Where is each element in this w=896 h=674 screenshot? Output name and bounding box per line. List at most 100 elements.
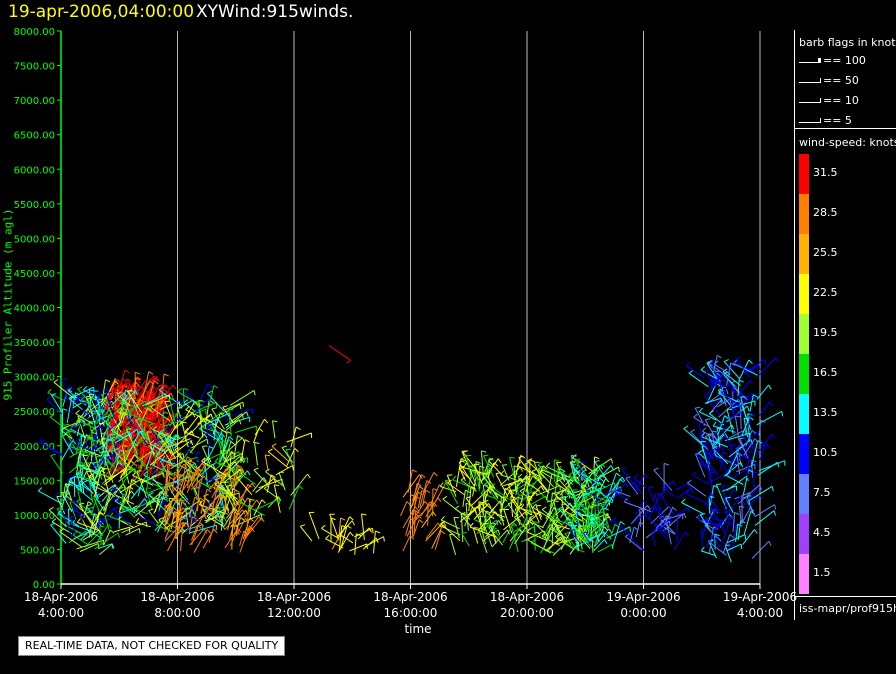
wind-barb bbox=[733, 358, 756, 373]
wind-barb bbox=[174, 430, 195, 449]
speed-bin-label: 25.5 bbox=[813, 246, 838, 259]
wind-barb bbox=[582, 522, 604, 545]
wind-barb bbox=[113, 447, 133, 470]
wind-barb bbox=[569, 528, 581, 545]
wind-barb bbox=[700, 546, 716, 557]
wind-barb bbox=[228, 408, 234, 437]
wind-barb bbox=[734, 446, 759, 467]
wind-barb bbox=[76, 408, 91, 423]
wind-barb bbox=[734, 415, 741, 440]
wind-barb bbox=[202, 494, 222, 518]
wind-barb bbox=[629, 526, 639, 544]
wind-barb bbox=[126, 389, 143, 414]
wind-barb bbox=[338, 517, 346, 541]
wind-barb bbox=[400, 501, 411, 517]
wind-barb bbox=[116, 369, 130, 398]
wind-barb bbox=[179, 408, 207, 420]
wind-barb bbox=[253, 428, 264, 444]
wind-barb bbox=[254, 442, 260, 466]
wind-barb bbox=[624, 533, 642, 551]
x-tick-label-date: 19-Apr-2006 bbox=[606, 590, 680, 604]
wind-barb bbox=[460, 512, 472, 527]
wind-barb bbox=[244, 499, 261, 518]
wind-barb bbox=[137, 380, 154, 406]
speed-bin-label: 13.5 bbox=[813, 406, 838, 419]
wind-barb bbox=[109, 512, 131, 525]
product-title: XYWind:915winds. bbox=[196, 2, 354, 22]
wind-barb bbox=[158, 386, 183, 407]
wind-barb bbox=[461, 450, 473, 475]
wind-barb bbox=[700, 440, 708, 464]
wind-barb bbox=[514, 520, 534, 545]
wind-barb bbox=[340, 525, 352, 550]
wind-barb bbox=[590, 513, 602, 531]
wind-barb bbox=[695, 453, 706, 478]
wind-barb bbox=[254, 418, 269, 436]
wind-barb bbox=[78, 471, 100, 483]
y-tick-label: 5500.00 bbox=[14, 200, 55, 211]
wind-barb bbox=[50, 393, 62, 412]
wind-barb bbox=[218, 439, 227, 465]
wind-barb bbox=[653, 467, 673, 491]
wind-barb bbox=[113, 526, 131, 533]
wind-barb bbox=[459, 505, 481, 523]
wind-barb bbox=[698, 422, 705, 449]
wind-barb bbox=[69, 438, 95, 453]
wind-barb bbox=[253, 498, 281, 511]
wind-barb bbox=[693, 413, 710, 428]
wind-barb bbox=[516, 461, 542, 478]
wind-barb bbox=[194, 497, 205, 517]
wind-barb bbox=[709, 448, 724, 463]
wind-barb bbox=[258, 478, 283, 489]
wind-barb bbox=[119, 454, 139, 479]
wind-barb bbox=[462, 489, 471, 507]
wind-barb bbox=[321, 524, 339, 539]
wind-barb bbox=[136, 470, 148, 498]
wind-barb bbox=[213, 418, 221, 441]
wind-barb bbox=[235, 517, 245, 533]
wind-barb bbox=[518, 455, 532, 476]
wind-barb bbox=[663, 506, 677, 525]
wind-barb bbox=[715, 371, 723, 390]
wind-barb bbox=[711, 430, 718, 454]
wind-barb bbox=[87, 434, 103, 444]
wind-barb bbox=[503, 511, 528, 531]
wind-barb bbox=[126, 479, 137, 504]
wind-barb bbox=[129, 430, 144, 452]
speed-color-swatch bbox=[799, 514, 809, 554]
wind-barb bbox=[558, 506, 575, 526]
wind-barb bbox=[50, 453, 64, 474]
wind-barb bbox=[524, 511, 543, 526]
wind-barb bbox=[692, 471, 710, 485]
wind-barb bbox=[593, 539, 608, 552]
wind-barb bbox=[465, 454, 472, 479]
wind-barb bbox=[182, 456, 192, 482]
wind-barb bbox=[411, 509, 418, 537]
wind-barb bbox=[328, 345, 352, 364]
wind-barb bbox=[737, 379, 744, 396]
wind-barb bbox=[197, 383, 213, 406]
wind-barb bbox=[453, 516, 460, 538]
wind-barb bbox=[606, 526, 631, 539]
wind-barb bbox=[114, 454, 139, 475]
y-tick-label: 2500.00 bbox=[14, 407, 55, 418]
wind-barb bbox=[737, 484, 762, 505]
wind-barb bbox=[134, 510, 156, 525]
wind-barb bbox=[673, 507, 690, 518]
wind-barb bbox=[745, 430, 757, 447]
wind-barb bbox=[150, 470, 159, 487]
wind-barb bbox=[743, 440, 763, 452]
speed-color-swatch bbox=[799, 234, 809, 274]
wind-barb bbox=[211, 494, 225, 518]
wind-barb bbox=[579, 461, 586, 488]
wind-barb bbox=[176, 498, 185, 528]
wind-barb bbox=[472, 527, 479, 544]
wind-barb bbox=[434, 530, 446, 550]
wind-barb bbox=[613, 486, 631, 497]
wind-barb bbox=[186, 468, 202, 493]
wind-barb bbox=[584, 511, 605, 521]
wind-barb bbox=[349, 543, 368, 552]
wind-barb bbox=[133, 449, 146, 468]
speed-bin-label: 22.5 bbox=[813, 286, 838, 299]
